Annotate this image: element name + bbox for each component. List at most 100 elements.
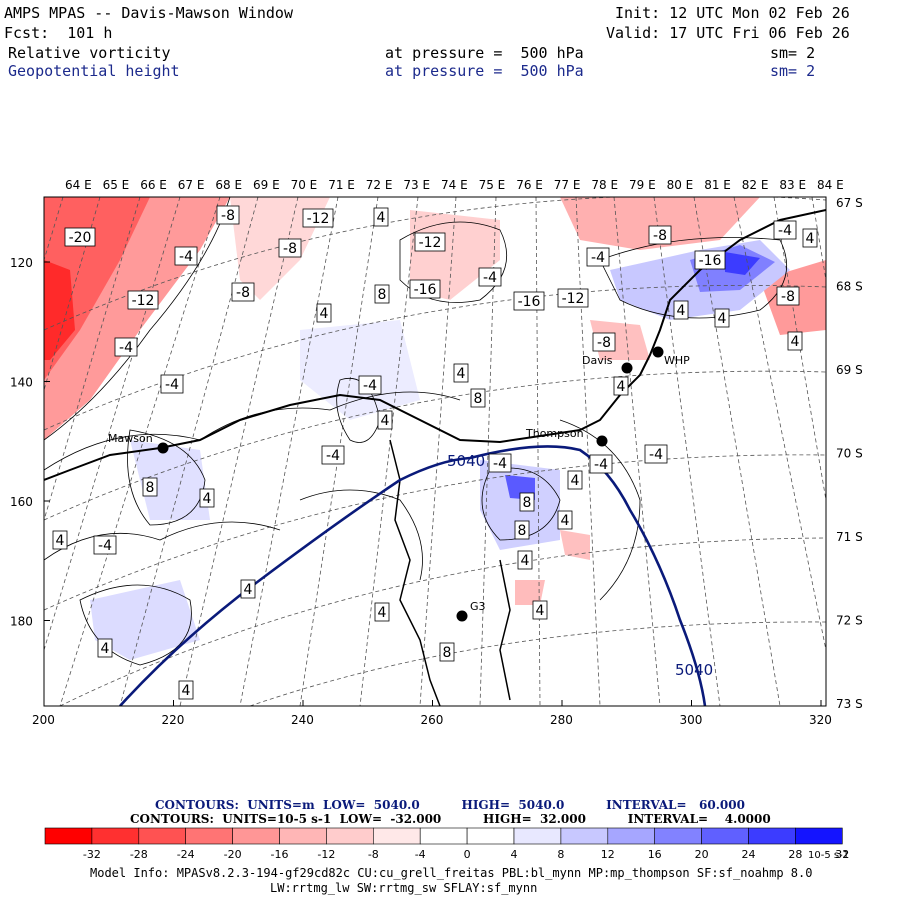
- colorbar-label: 4: [511, 848, 518, 861]
- vorticity-label-box: [374, 284, 390, 304]
- map-field: -20-8 -12-84-12-4-8 -16-12-4-16-448-8-4-4 4…: [44, 197, 826, 706]
- vorticity-label-box: [409, 279, 441, 299]
- vorticity-label-box: [557, 510, 573, 530]
- vorticity-label-box: [488, 453, 512, 473]
- vorticity-label-box: [586, 247, 610, 267]
- vorticity-label: -4: [493, 456, 507, 472]
- vorticity-label: -12: [562, 291, 585, 307]
- vorticity-label: -8: [653, 228, 667, 244]
- colorbar-label: 28: [788, 848, 802, 861]
- x-tick-label: 300: [680, 713, 703, 727]
- forecast-hour: Fcst: 101 h: [4, 24, 113, 42]
- longitude-label: 73 E: [403, 178, 430, 192]
- y-axis-ticks: 120 140 160 180: [10, 256, 50, 629]
- station-marker: [621, 362, 633, 374]
- latitude-label: 72 S: [836, 614, 863, 628]
- vorticity-label: 8: [474, 391, 483, 407]
- vorticity-label-box: [613, 376, 629, 396]
- vorticity-label-box: [648, 225, 672, 245]
- vorticity-label-box: [278, 238, 302, 258]
- vorticity-label: -4: [778, 223, 792, 239]
- plot-frame: [43, 196, 827, 707]
- longitude-label: 70 E: [291, 178, 318, 192]
- field2-smoothing: sm= 2: [770, 62, 816, 80]
- vorticity-label: 4: [101, 641, 110, 657]
- longitude-label: 77 E: [554, 178, 581, 192]
- vorticity-label-box: [802, 228, 818, 248]
- latitude-label: 67 S: [836, 196, 863, 210]
- vorticity-label-box: [216, 205, 240, 225]
- negative-vorticity-region: [560, 197, 760, 250]
- station-label: Mawson: [108, 432, 153, 445]
- amery-ice-shelf-edge: [389, 439, 441, 706]
- vorticity-label: 4: [677, 303, 686, 319]
- vorticity-label-box: [160, 374, 184, 394]
- longitude-label: 65 E: [103, 178, 130, 192]
- x-tick-label: 240: [291, 713, 314, 727]
- vorticity-label-box: [787, 331, 803, 351]
- vorticity-label-box: [358, 375, 382, 395]
- longitude-label: 72 E: [366, 178, 393, 192]
- longitude-label: 68 E: [215, 178, 242, 192]
- vorticity-label: -8: [597, 335, 611, 351]
- vorticity-label-box: [714, 308, 730, 328]
- vorticity-label: -12: [419, 235, 442, 251]
- vorticity-label-box: [644, 444, 668, 464]
- vorticity-label: -20: [69, 230, 92, 246]
- longitude-label: 67 E: [178, 178, 205, 192]
- x-tick-label: 200: [32, 713, 55, 727]
- station-label: Davis: [582, 354, 613, 367]
- vorticity-label: -4: [483, 270, 497, 286]
- colorbar-swatch: [185, 827, 233, 845]
- y-tick-label: 180: [10, 615, 33, 629]
- colorbar-swatch: [326, 827, 374, 845]
- vorticity-label: -4: [119, 340, 133, 356]
- vorticity-label: -4: [594, 457, 608, 473]
- station-label: Thompson: [525, 427, 584, 440]
- colorbar-label: 32: [835, 848, 849, 861]
- vorticity-label: 8: [443, 645, 452, 661]
- colorbar-swatch: [513, 827, 562, 845]
- colorbar-label: 16: [648, 848, 662, 861]
- vorticity-label-box: [514, 520, 530, 540]
- longitude-label: 80 E: [667, 178, 694, 192]
- colorbar-swatch: [138, 827, 187, 845]
- vorticity-label: 4: [457, 366, 466, 382]
- colorbar-units: 10-5 s-1: [808, 850, 849, 861]
- vorticity-label-box: [142, 477, 158, 497]
- vorticity-label-box: [374, 602, 390, 622]
- colorbar-swatch: [607, 827, 655, 845]
- vorticity-label-box: [478, 267, 502, 287]
- colorbar-swatch: [91, 827, 140, 845]
- colorbar-label: 0: [464, 848, 471, 861]
- colorbar: -32 -28 -24 -20 -16 -12 -8 -4 0 4 8 12 16 20 24 28 3210-…: [44, 827, 849, 861]
- vorticity-label: 4: [536, 603, 545, 619]
- vorticity-label-box: [589, 454, 613, 474]
- vorticity-label: -8: [781, 289, 795, 305]
- vorticity-label-box: [302, 208, 334, 228]
- vorticity-label-box: [673, 300, 689, 320]
- ice-shelf-edge: [499, 559, 511, 701]
- y-tick-label: 160: [10, 495, 33, 509]
- vorticity-label-box: [470, 388, 486, 408]
- station-marker: [652, 346, 664, 358]
- vorticity-label: 4: [806, 231, 815, 247]
- vorticity-label: 4: [320, 306, 329, 322]
- vorticity-label-box: [567, 470, 583, 490]
- x-tick-label: 220: [162, 713, 185, 727]
- station-label: G3: [470, 600, 486, 613]
- colorbar-label: -20: [224, 848, 242, 861]
- map-title: AMPS MPAS -- Davis-Mawson Window: [4, 4, 293, 22]
- vorticity-label: -8: [221, 208, 235, 224]
- vorticity-label: -12: [307, 211, 330, 227]
- positive-vorticity-max: [725, 252, 760, 275]
- vorticity-label-box: [377, 410, 393, 430]
- vorticity-label-box: [93, 535, 117, 555]
- vorticity-label-box: [439, 642, 455, 662]
- vorticity-label: 4: [791, 334, 800, 350]
- colorbar-label: -12: [317, 848, 335, 861]
- vorticity-label: -8: [236, 285, 250, 301]
- x-tick-label: 280: [550, 713, 573, 727]
- field1-smoothing: sm= 2: [770, 44, 816, 62]
